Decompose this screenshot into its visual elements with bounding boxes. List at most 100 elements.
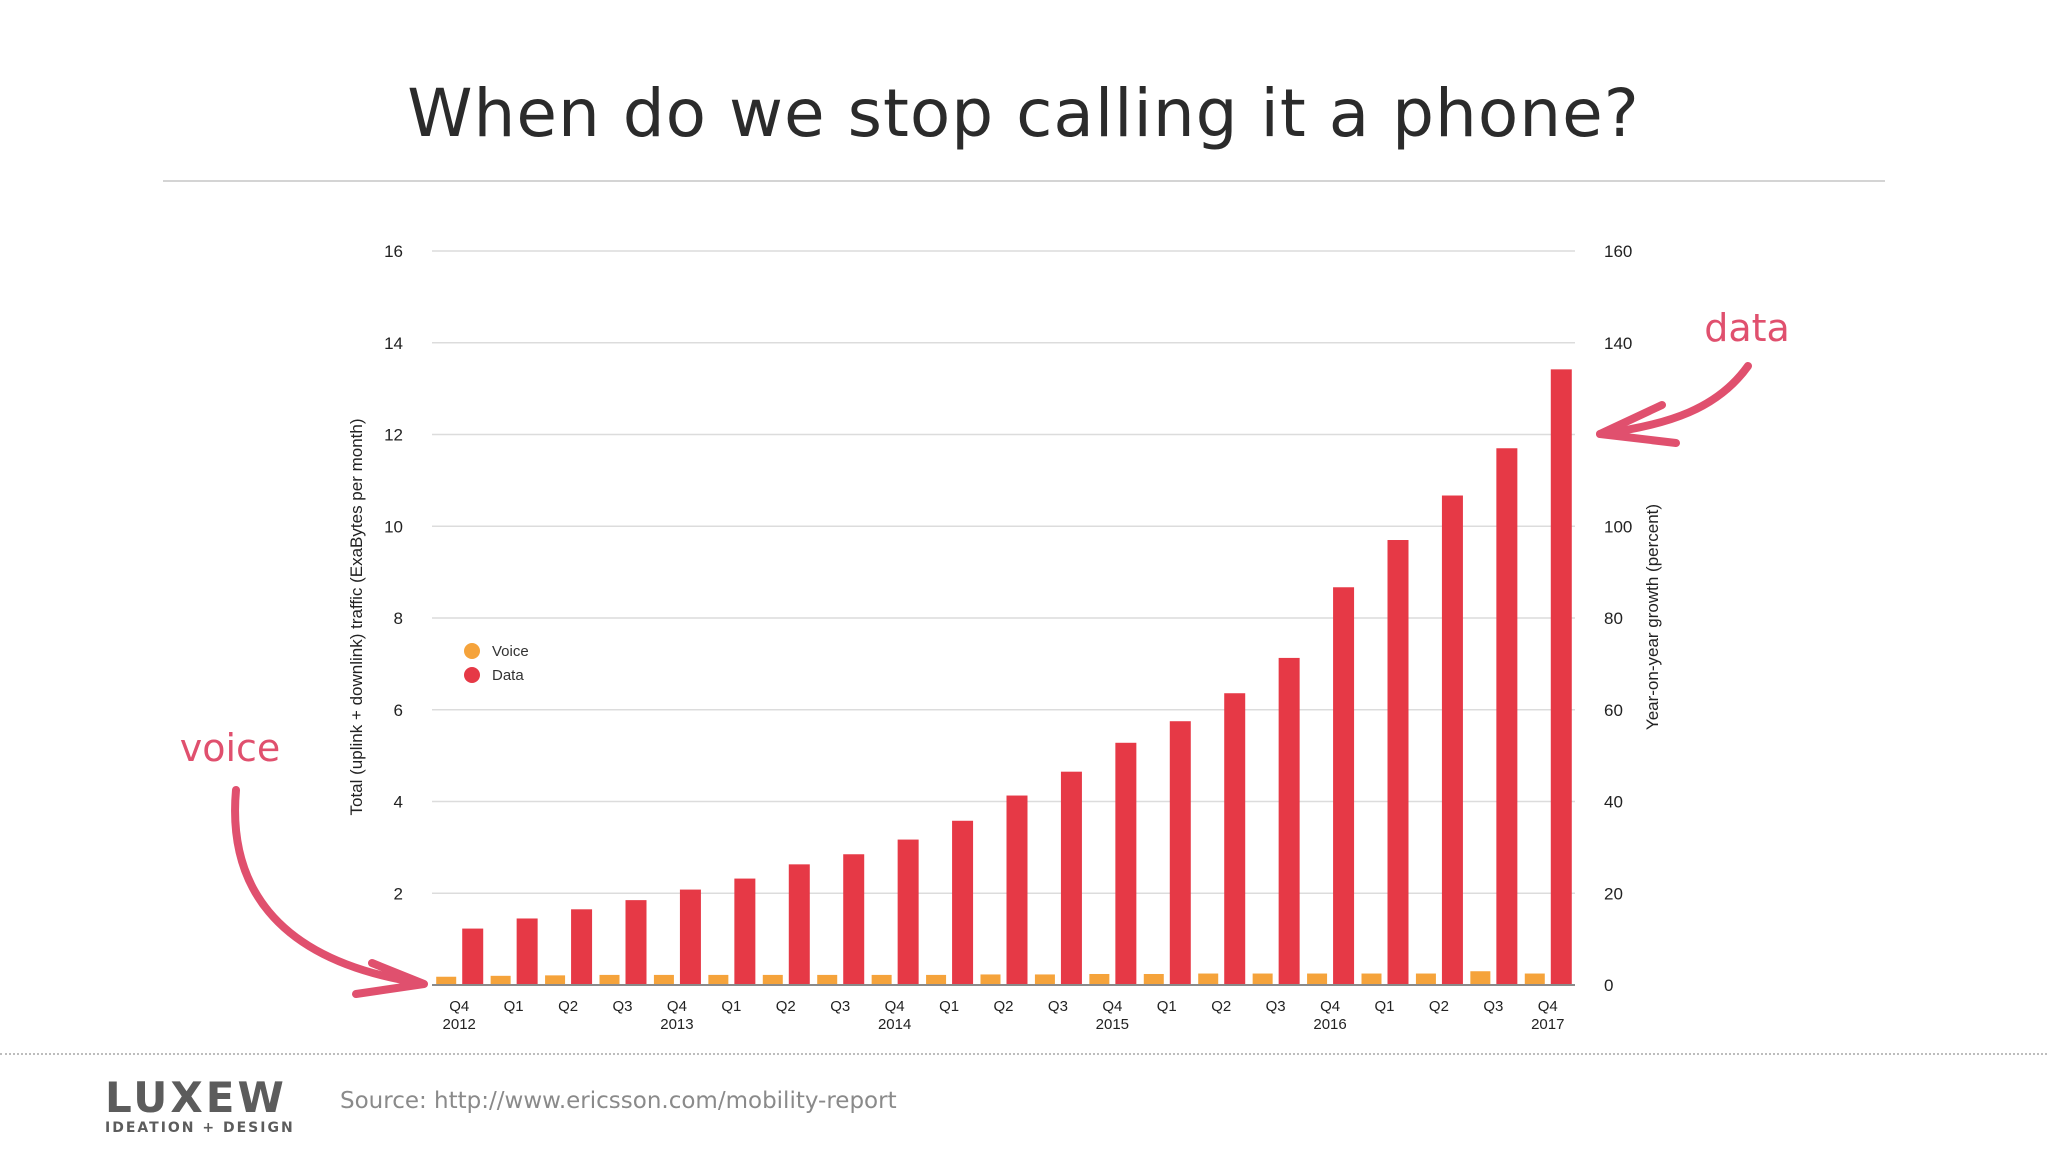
x-tick-label: Q3 — [1048, 998, 1068, 1015]
voice-bar — [436, 976, 457, 985]
data-arrow-icon — [1596, 362, 1752, 438]
company-logo: LUXEW IDEATION + DESIGN — [105, 1073, 305, 1137]
voice-bar — [762, 974, 783, 985]
y-tick-label: 8 — [394, 609, 403, 628]
data-bar — [679, 889, 701, 985]
voice-bar — [1089, 973, 1110, 985]
x-tick-label: Q3 — [612, 998, 632, 1015]
data-bar — [1278, 657, 1300, 985]
voice-annotation-label: voice — [180, 726, 281, 770]
legend-label: Voice — [492, 643, 529, 660]
voice-bar — [980, 974, 1001, 985]
data-bar — [1550, 369, 1572, 985]
data-bar — [1224, 693, 1246, 985]
x-tick-label: Q4 — [1102, 998, 1122, 1015]
voice-bar — [1252, 973, 1273, 985]
y2-tick-label: 100 — [1604, 517, 1632, 536]
voice-bar — [653, 974, 674, 985]
y-tick-label: 14 — [384, 334, 403, 353]
data-annotation-label: data — [1704, 306, 1790, 350]
y-tick-label: 4 — [394, 793, 403, 812]
x-tick-label: Q2 — [993, 998, 1013, 1015]
x-tick-label: Q4 — [667, 998, 687, 1015]
data-bar — [1006, 795, 1028, 985]
voice-bar — [1198, 973, 1219, 985]
x-tick-label: Q4 — [449, 998, 469, 1015]
voice-arrowhead-icon — [352, 959, 428, 998]
y2-tick-label: 140 — [1604, 334, 1632, 353]
y2-tick-label: 60 — [1604, 701, 1623, 720]
x-tick-label: Q1 — [1374, 998, 1394, 1015]
legend: Voice Data — [464, 643, 529, 684]
data-bar — [897, 839, 919, 985]
x-tick-label: Q1 — [939, 998, 959, 1015]
data-arrowhead-icon — [1596, 401, 1680, 447]
logo-wordmark: LUXEW — [105, 1073, 287, 1122]
title-divider — [163, 180, 1885, 182]
y2-tick-label: 40 — [1604, 793, 1623, 812]
legend-label: Data — [492, 667, 524, 684]
y2-axis-title: Year-on-year growth (percent) — [1643, 504, 1662, 730]
x-tick-label: Q2 — [1211, 998, 1231, 1015]
data-bar — [1060, 771, 1082, 985]
data-bar — [1169, 721, 1191, 985]
data-bar — [1115, 742, 1137, 985]
x-tick-label: Q1 — [1157, 998, 1177, 1015]
x-tick-label: Q3 — [830, 998, 850, 1015]
data-bar — [1496, 448, 1518, 985]
x-tick-label: Q2 — [776, 998, 796, 1015]
x-tick-label: Q4 — [1538, 998, 1558, 1015]
data-bar — [625, 900, 647, 985]
voice-bar — [1361, 973, 1382, 985]
y-tick-label: 16 — [384, 242, 403, 261]
data-annotation: data — [1596, 306, 1790, 447]
data-bar — [734, 878, 756, 985]
x-tick-year: 2015 — [1096, 1016, 1129, 1033]
voice-annotation: voice — [180, 726, 428, 998]
y-tick-label: 12 — [384, 426, 403, 445]
bars — [436, 369, 1572, 985]
x-tick-label: Q4 — [885, 998, 905, 1015]
footer-divider — [0, 1053, 2047, 1055]
y2-tick-label: 20 — [1604, 884, 1623, 903]
x-tick-year: 2014 — [878, 1016, 911, 1033]
voice-bar — [1524, 973, 1545, 985]
voice-bar — [871, 974, 892, 985]
voice-bar — [1307, 973, 1328, 985]
y-tick-label: 10 — [384, 517, 403, 536]
y-tick-label: 6 — [394, 701, 403, 720]
voice-bar — [545, 975, 566, 985]
axis-labels: Total (uplink + downlink) traffic (ExaBy… — [347, 419, 1662, 816]
data-bar — [788, 864, 810, 985]
voice-bar — [817, 974, 838, 985]
voice-bar — [708, 974, 729, 985]
voice-bar — [599, 974, 620, 985]
gridlines — [432, 250, 1575, 894]
x-tick-label: Q1 — [504, 998, 524, 1015]
legend-swatch — [464, 643, 480, 659]
y2-tick-label: 80 — [1604, 609, 1623, 628]
x-tick-label: Q2 — [558, 998, 578, 1015]
voice-bar — [926, 974, 947, 985]
x-tick-year: 2016 — [1313, 1016, 1346, 1033]
source-citation: Source: http://www.ericsson.com/mobility… — [340, 1088, 897, 1114]
voice-bar — [1470, 971, 1491, 985]
y2-tick-label: 160 — [1604, 242, 1632, 261]
data-bar — [843, 854, 865, 985]
data-bar — [1441, 495, 1463, 985]
legend-swatch — [464, 667, 480, 683]
x-tick-year: 2013 — [660, 1016, 693, 1033]
data-bar — [516, 918, 538, 985]
voice-bar — [490, 975, 511, 985]
voice-bar — [1415, 973, 1436, 985]
data-bar — [1333, 587, 1355, 985]
x-tick-year: 2017 — [1531, 1016, 1564, 1033]
x-tick-label: Q1 — [721, 998, 741, 1015]
voice-bar — [1143, 973, 1164, 985]
logo-tagline: IDEATION + DESIGN — [105, 1120, 295, 1136]
x-tick-label: Q2 — [1429, 998, 1449, 1015]
data-bar — [952, 820, 974, 985]
data-bar — [1387, 540, 1409, 985]
